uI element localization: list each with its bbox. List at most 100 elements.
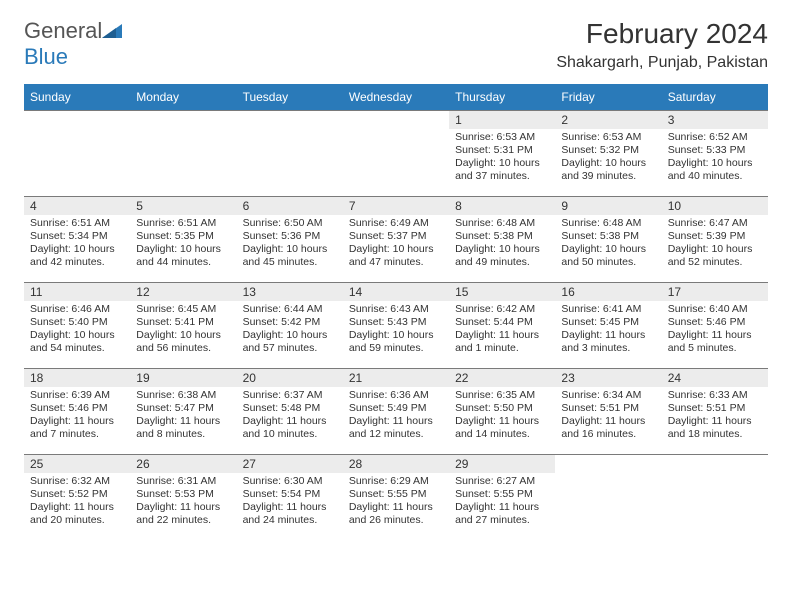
weekday-header: Monday [130,84,236,111]
day-details: Sunrise: 6:53 AMSunset: 5:31 PMDaylight:… [449,129,555,188]
weekday-header: Wednesday [343,84,449,111]
day-cell: 19Sunrise: 6:38 AMSunset: 5:47 PMDayligh… [130,369,236,455]
day-cell [237,111,343,197]
logo-part2: Blue [24,44,68,69]
day-number: 12 [130,283,236,301]
week-row: 25Sunrise: 6:32 AMSunset: 5:52 PMDayligh… [24,455,768,541]
day-cell: 1Sunrise: 6:53 AMSunset: 5:31 PMDaylight… [449,111,555,197]
day-number: 6 [237,197,343,215]
day-cell: 29Sunrise: 6:27 AMSunset: 5:55 PMDayligh… [449,455,555,541]
day-details: Sunrise: 6:31 AMSunset: 5:53 PMDaylight:… [130,473,236,532]
day-number: 16 [555,283,661,301]
day-number: 27 [237,455,343,473]
day-number: 15 [449,283,555,301]
day-cell: 26Sunrise: 6:31 AMSunset: 5:53 PMDayligh… [130,455,236,541]
day-number: 17 [662,283,768,301]
day-cell [130,111,236,197]
day-details: Sunrise: 6:48 AMSunset: 5:38 PMDaylight:… [449,215,555,274]
day-cell: 27Sunrise: 6:30 AMSunset: 5:54 PMDayligh… [237,455,343,541]
day-number: 3 [662,111,768,129]
day-cell: 16Sunrise: 6:41 AMSunset: 5:45 PMDayligh… [555,283,661,369]
day-number: 21 [343,369,449,387]
day-details: Sunrise: 6:52 AMSunset: 5:33 PMDaylight:… [662,129,768,188]
day-number: 4 [24,197,130,215]
weekday-header-row: SundayMondayTuesdayWednesdayThursdayFrid… [24,84,768,111]
day-cell: 10Sunrise: 6:47 AMSunset: 5:39 PMDayligh… [662,197,768,283]
day-cell: 23Sunrise: 6:34 AMSunset: 5:51 PMDayligh… [555,369,661,455]
day-details: Sunrise: 6:33 AMSunset: 5:51 PMDaylight:… [662,387,768,446]
day-details: Sunrise: 6:42 AMSunset: 5:44 PMDaylight:… [449,301,555,360]
day-number: 8 [449,197,555,215]
day-number: 22 [449,369,555,387]
day-number: 5 [130,197,236,215]
day-cell: 2Sunrise: 6:53 AMSunset: 5:32 PMDaylight… [555,111,661,197]
day-details: Sunrise: 6:30 AMSunset: 5:54 PMDaylight:… [237,473,343,532]
day-details: Sunrise: 6:51 AMSunset: 5:35 PMDaylight:… [130,215,236,274]
day-details: Sunrise: 6:43 AMSunset: 5:43 PMDaylight:… [343,301,449,360]
day-number: 19 [130,369,236,387]
logo-text: General Blue [24,18,124,70]
day-cell: 15Sunrise: 6:42 AMSunset: 5:44 PMDayligh… [449,283,555,369]
day-details: Sunrise: 6:50 AMSunset: 5:36 PMDaylight:… [237,215,343,274]
day-details: Sunrise: 6:38 AMSunset: 5:47 PMDaylight:… [130,387,236,446]
day-details: Sunrise: 6:51 AMSunset: 5:34 PMDaylight:… [24,215,130,274]
day-number: 26 [130,455,236,473]
week-row: 1Sunrise: 6:53 AMSunset: 5:31 PMDaylight… [24,111,768,197]
day-details: Sunrise: 6:49 AMSunset: 5:37 PMDaylight:… [343,215,449,274]
day-cell: 25Sunrise: 6:32 AMSunset: 5:52 PMDayligh… [24,455,130,541]
day-cell [662,455,768,541]
day-details: Sunrise: 6:47 AMSunset: 5:39 PMDaylight:… [662,215,768,274]
day-cell: 9Sunrise: 6:48 AMSunset: 5:38 PMDaylight… [555,197,661,283]
day-number: 29 [449,455,555,473]
day-cell: 13Sunrise: 6:44 AMSunset: 5:42 PMDayligh… [237,283,343,369]
day-details: Sunrise: 6:32 AMSunset: 5:52 PMDaylight:… [24,473,130,532]
day-cell: 22Sunrise: 6:35 AMSunset: 5:50 PMDayligh… [449,369,555,455]
day-number: 1 [449,111,555,129]
day-cell [555,455,661,541]
header: General Blue February 2024 Shakargarh, P… [24,18,768,72]
day-number: 13 [237,283,343,301]
day-cell: 20Sunrise: 6:37 AMSunset: 5:48 PMDayligh… [237,369,343,455]
day-cell: 12Sunrise: 6:45 AMSunset: 5:41 PMDayligh… [130,283,236,369]
day-details: Sunrise: 6:44 AMSunset: 5:42 PMDaylight:… [237,301,343,360]
weekday-header: Thursday [449,84,555,111]
day-cell: 3Sunrise: 6:52 AMSunset: 5:33 PMDaylight… [662,111,768,197]
weekday-header: Saturday [662,84,768,111]
logo-triangle-icon [102,18,122,44]
day-number: 2 [555,111,661,129]
logo-part1: General [24,18,102,43]
location: Shakargarh, Punjab, Pakistan [556,54,768,72]
day-number: 18 [24,369,130,387]
day-number: 28 [343,455,449,473]
day-cell: 18Sunrise: 6:39 AMSunset: 5:46 PMDayligh… [24,369,130,455]
day-number: 24 [662,369,768,387]
day-cell: 24Sunrise: 6:33 AMSunset: 5:51 PMDayligh… [662,369,768,455]
title-block: February 2024 Shakargarh, Punjab, Pakist… [556,18,768,72]
day-number: 9 [555,197,661,215]
logo: General Blue [24,18,124,70]
day-number: 11 [24,283,130,301]
day-number: 20 [237,369,343,387]
day-number: 10 [662,197,768,215]
day-cell: 7Sunrise: 6:49 AMSunset: 5:37 PMDaylight… [343,197,449,283]
day-cell: 4Sunrise: 6:51 AMSunset: 5:34 PMDaylight… [24,197,130,283]
day-details: Sunrise: 6:45 AMSunset: 5:41 PMDaylight:… [130,301,236,360]
weekday-header: Friday [555,84,661,111]
day-cell: 17Sunrise: 6:40 AMSunset: 5:46 PMDayligh… [662,283,768,369]
day-cell: 8Sunrise: 6:48 AMSunset: 5:38 PMDaylight… [449,197,555,283]
week-row: 11Sunrise: 6:46 AMSunset: 5:40 PMDayligh… [24,283,768,369]
day-details: Sunrise: 6:36 AMSunset: 5:49 PMDaylight:… [343,387,449,446]
day-number: 25 [24,455,130,473]
week-row: 4Sunrise: 6:51 AMSunset: 5:34 PMDaylight… [24,197,768,283]
calendar-table: SundayMondayTuesdayWednesdayThursdayFrid… [24,84,768,541]
month-title: February 2024 [556,18,768,50]
day-cell: 11Sunrise: 6:46 AMSunset: 5:40 PMDayligh… [24,283,130,369]
day-cell [343,111,449,197]
day-cell: 21Sunrise: 6:36 AMSunset: 5:49 PMDayligh… [343,369,449,455]
day-cell: 5Sunrise: 6:51 AMSunset: 5:35 PMDaylight… [130,197,236,283]
day-cell: 14Sunrise: 6:43 AMSunset: 5:43 PMDayligh… [343,283,449,369]
day-details: Sunrise: 6:41 AMSunset: 5:45 PMDaylight:… [555,301,661,360]
day-details: Sunrise: 6:40 AMSunset: 5:46 PMDaylight:… [662,301,768,360]
day-details: Sunrise: 6:34 AMSunset: 5:51 PMDaylight:… [555,387,661,446]
day-details: Sunrise: 6:46 AMSunset: 5:40 PMDaylight:… [24,301,130,360]
